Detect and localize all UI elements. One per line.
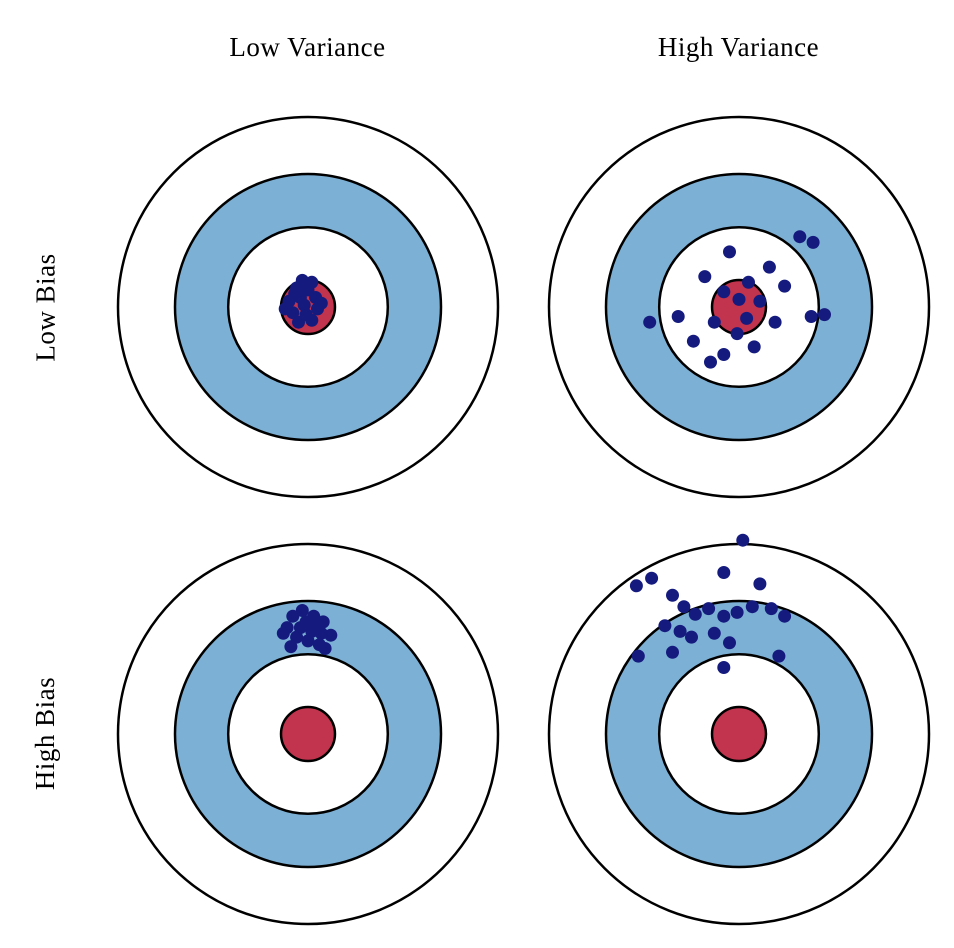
shot-dot bbox=[716, 348, 730, 361]
shot-dot bbox=[665, 645, 679, 659]
shot-dot bbox=[707, 315, 721, 329]
target-high-bias-high-variance bbox=[547, 533, 930, 925]
shot-dot bbox=[762, 260, 776, 274]
shot-dot bbox=[642, 315, 656, 329]
row-header-high-bias: High Bias bbox=[30, 676, 61, 791]
shot-dot bbox=[806, 235, 820, 249]
shot-dot bbox=[739, 311, 753, 325]
shot-dot bbox=[295, 603, 309, 617]
shot-dot bbox=[629, 578, 643, 592]
row-header-high-bias-container: High Bias bbox=[0, 519, 92, 948]
shot-dot bbox=[671, 310, 685, 323]
shot-dot bbox=[716, 660, 730, 674]
shot-dot bbox=[697, 270, 711, 284]
row-header-low-bias-container: Low Bias bbox=[0, 95, 92, 519]
shot-dot bbox=[703, 355, 717, 369]
shot-dot bbox=[323, 628, 337, 642]
shot-dot bbox=[291, 315, 305, 329]
column-header-low-variance: Low Variance bbox=[229, 32, 386, 62]
shot-dot bbox=[301, 633, 314, 647]
panel-high-bias-high-variance bbox=[523, 519, 954, 948]
shot-dot bbox=[732, 292, 745, 306]
shot-dot bbox=[318, 641, 332, 655]
shot-dot bbox=[777, 609, 791, 623]
target-high-bias-low-variance bbox=[116, 542, 499, 925]
shot-dot bbox=[686, 334, 700, 348]
shot-dot bbox=[752, 576, 766, 590]
shot-dot bbox=[299, 614, 313, 628]
shot-dot bbox=[741, 275, 755, 289]
shot-dot bbox=[304, 313, 318, 327]
shot-dot bbox=[764, 601, 778, 615]
shot-dot bbox=[792, 230, 806, 244]
shot-dot bbox=[276, 626, 290, 640]
shot-dot bbox=[684, 630, 698, 644]
shot-dot bbox=[289, 630, 303, 644]
panel-low-bias-high-variance bbox=[523, 95, 954, 519]
shot-dot bbox=[768, 315, 782, 329]
shot-dot bbox=[722, 635, 736, 649]
target-low-bias-low-variance bbox=[116, 115, 499, 499]
shot-dot bbox=[771, 649, 785, 663]
shot-dot bbox=[631, 649, 645, 663]
shot-dot bbox=[730, 327, 744, 341]
bullseye bbox=[710, 705, 767, 762]
column-header-high-variance: High Variance bbox=[657, 32, 820, 62]
shot-dot bbox=[314, 296, 328, 310]
panel-low-bias-low-variance bbox=[92, 95, 523, 519]
row-header-low-bias: Low Bias bbox=[30, 252, 61, 362]
shot-dot bbox=[804, 310, 818, 323]
shot-dot bbox=[817, 308, 831, 322]
shot-dot bbox=[745, 599, 759, 613]
shot-dot bbox=[747, 340, 761, 354]
shot-dot bbox=[285, 609, 299, 623]
shot-dot bbox=[735, 533, 749, 547]
shot-dot bbox=[716, 565, 730, 579]
shot-dot bbox=[287, 287, 301, 301]
shot-dot bbox=[722, 245, 736, 259]
shot-dot bbox=[777, 279, 791, 293]
shot-dot bbox=[665, 588, 679, 602]
shot-dot bbox=[673, 624, 687, 638]
shot-dot bbox=[657, 618, 671, 632]
shot-dot bbox=[283, 639, 297, 653]
shot-dot bbox=[701, 601, 715, 615]
corner-spacer bbox=[0, 0, 92, 95]
shot-dot bbox=[716, 609, 730, 623]
shot-dot bbox=[716, 285, 730, 299]
shot-dot bbox=[688, 607, 702, 621]
target-low-bias-high-variance bbox=[547, 115, 930, 499]
shot-dot bbox=[644, 571, 658, 585]
shot-dot bbox=[676, 599, 690, 613]
panel-high-bias-low-variance bbox=[92, 519, 523, 948]
shot-dot bbox=[707, 626, 721, 640]
bullseye bbox=[279, 705, 336, 762]
shot-dot bbox=[278, 302, 292, 316]
shot-dot bbox=[730, 605, 744, 619]
shot-dot bbox=[752, 294, 766, 308]
shot-dot bbox=[295, 273, 309, 287]
